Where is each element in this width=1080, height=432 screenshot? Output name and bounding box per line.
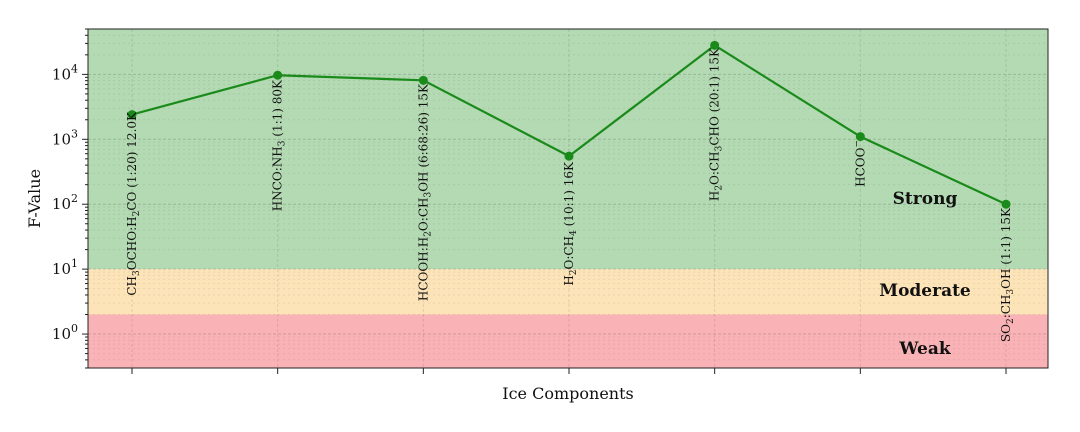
plot-frame xyxy=(87,28,1049,369)
data-point xyxy=(1001,199,1011,209)
data-point xyxy=(564,151,574,161)
data-point xyxy=(127,110,137,120)
data-point xyxy=(273,70,283,80)
y-tick-label: 104 xyxy=(52,62,78,83)
y-tick-label: 102 xyxy=(52,192,78,213)
series-line xyxy=(127,40,1011,209)
category-label: H2O:CH3CHO (20:1) 15K xyxy=(708,47,725,201)
band-label-weak: Weak xyxy=(898,339,952,359)
band-moderate xyxy=(88,269,1048,315)
y-tick-label: 101 xyxy=(52,257,78,278)
y-tick-label: 100 xyxy=(52,322,78,343)
category-label: HNCO:NH3 (1:1) 80K xyxy=(271,79,288,211)
data-point xyxy=(710,40,720,50)
band-labels: Strong Moderate Weak xyxy=(879,189,971,359)
category-labels: CH3OCHO:H2CO (1:20) 12.0K HNCO:NH3 (1:1) … xyxy=(125,47,1016,342)
category-label: HCOOH:H2O:CH3OH (6:68:26) 15K xyxy=(416,83,433,301)
category-label: HCOO− xyxy=(852,140,867,187)
data-point xyxy=(855,132,865,142)
y-axis-ticks: 100 101 102 103 104 xyxy=(52,28,88,369)
y-axis-title: F-Value xyxy=(25,169,44,228)
category-label: SO2:CH3OH (1:1) 15K xyxy=(999,207,1016,342)
data-point xyxy=(418,75,428,85)
band-label-strong: Strong xyxy=(893,189,958,209)
band-label-moderate: Moderate xyxy=(879,281,971,301)
category-label: CH3OCHO:H2CO (1:20) 12.0K xyxy=(125,111,142,296)
grid-lines xyxy=(88,28,1048,369)
y-tick-label: 103 xyxy=(52,127,78,148)
category-label: H2O:CH4 (10:1) 16K xyxy=(562,161,579,286)
x-axis-ticks xyxy=(131,368,1007,374)
x-axis-title: Ice Components xyxy=(502,384,633,403)
band-weak xyxy=(88,314,1048,368)
